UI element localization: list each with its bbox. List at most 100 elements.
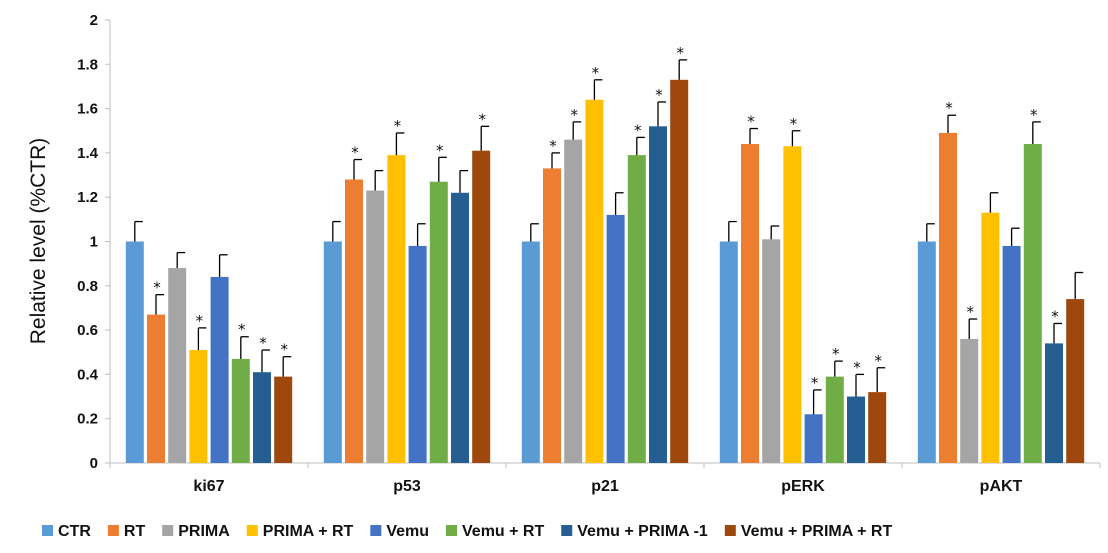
significance-marker: * bbox=[436, 141, 444, 159]
bar bbox=[323, 241, 342, 463]
bar bbox=[451, 192, 469, 463]
axes: 0 0.2 0.4 0.6 0.8 1 1.2 1.4 1.6 1.8 2 ki67 p53 p21 pER… bbox=[77, 12, 1101, 495]
bar bbox=[868, 392, 887, 463]
legend-swatch bbox=[42, 525, 53, 536]
x-category-label: ki67 bbox=[193, 478, 224, 495]
y-axis-title-group: Relative level (%CTR) bbox=[27, 138, 50, 345]
y-tick-label: 1.4 bbox=[77, 145, 99, 162]
legend-swatch bbox=[162, 525, 174, 536]
bar bbox=[472, 150, 491, 463]
legend-label: Vemu + PRIMA -1 bbox=[577, 523, 708, 540]
significance-marker: * bbox=[196, 312, 204, 330]
bar bbox=[1023, 144, 1042, 464]
legend: CTR RT PRIMA PRIMA + RT Vemu Vemu + RT Vemu + … bbox=[42, 523, 892, 540]
bar bbox=[408, 245, 427, 463]
bar bbox=[585, 99, 604, 464]
significance-marker: * bbox=[478, 110, 486, 128]
bar bbox=[939, 132, 957, 463]
legend-label: Vemu bbox=[386, 523, 429, 540]
significance-marker: * bbox=[1051, 307, 1059, 325]
y-tick-label: 2 bbox=[90, 12, 98, 29]
y-tick-label: 0.8 bbox=[77, 278, 98, 295]
bar bbox=[719, 241, 738, 463]
y-tick-label: 0.6 bbox=[77, 322, 98, 339]
legend-label: RT bbox=[124, 523, 146, 540]
significance-marker: * bbox=[874, 352, 882, 370]
significance-marker: * bbox=[655, 86, 663, 104]
bar bbox=[804, 414, 823, 463]
x-category-label: pAKT bbox=[980, 478, 1023, 495]
bar bbox=[627, 155, 646, 464]
bar bbox=[274, 376, 293, 463]
legend-swatch bbox=[246, 525, 258, 536]
bar bbox=[670, 79, 689, 464]
bar bbox=[741, 144, 759, 464]
bar bbox=[981, 212, 1000, 463]
bar bbox=[168, 268, 187, 463]
bar bbox=[825, 376, 844, 463]
bar bbox=[521, 241, 540, 463]
bar bbox=[917, 241, 936, 463]
bar bbox=[253, 372, 271, 463]
significance-marker: * bbox=[280, 341, 288, 359]
legend-swatch bbox=[561, 525, 573, 536]
significance-marker: * bbox=[549, 137, 557, 155]
legend-label: PRIMA bbox=[178, 523, 230, 540]
y-tick-label: 1.2 bbox=[77, 189, 98, 206]
y-axis-title: Relative level (%CTR) bbox=[27, 138, 50, 345]
bar bbox=[345, 179, 363, 464]
bar bbox=[1045, 343, 1063, 463]
legend-swatch bbox=[724, 525, 736, 536]
legend-swatch bbox=[446, 525, 457, 536]
significance-marker: * bbox=[394, 117, 402, 135]
bar bbox=[649, 126, 667, 463]
bar bbox=[1002, 245, 1021, 463]
significance-marker: * bbox=[238, 321, 246, 339]
x-category-label: pERK bbox=[781, 478, 825, 495]
significance-marker: * bbox=[351, 144, 359, 162]
y-tick-label: 0.4 bbox=[77, 366, 99, 383]
bar bbox=[543, 168, 561, 463]
bar bbox=[231, 358, 250, 463]
y-tick-label: 1.8 bbox=[77, 56, 98, 73]
bar bbox=[847, 396, 865, 463]
bars-layer: * * * * * * * * * * * * * * * * * * * * * * * * * bbox=[125, 44, 1085, 464]
legend-label: Vemu + RT bbox=[462, 523, 544, 540]
y-tick-label: 0.2 bbox=[77, 411, 98, 428]
significance-marker: * bbox=[853, 358, 861, 376]
significance-marker: * bbox=[1030, 106, 1038, 124]
significance-marker: * bbox=[811, 374, 819, 392]
bar bbox=[1066, 299, 1085, 463]
significance-marker: * bbox=[747, 113, 755, 131]
legend-label: CTR bbox=[58, 523, 91, 540]
significance-marker: * bbox=[966, 303, 974, 321]
significance-marker: * bbox=[790, 115, 798, 133]
legend-label: Vemu + PRIMA + RT bbox=[741, 523, 893, 540]
bar bbox=[564, 139, 583, 464]
bar bbox=[762, 239, 781, 463]
x-category-label: p21 bbox=[591, 478, 619, 495]
bar bbox=[783, 146, 802, 463]
bar bbox=[210, 276, 229, 463]
significance-marker: * bbox=[676, 44, 684, 62]
significance-marker: * bbox=[592, 64, 600, 82]
bar bbox=[366, 190, 385, 463]
significance-marker: * bbox=[634, 121, 642, 139]
bar bbox=[606, 214, 625, 463]
bar bbox=[147, 314, 165, 463]
bar bbox=[429, 181, 448, 463]
legend-label: PRIMA + RT bbox=[263, 523, 354, 540]
bar bbox=[125, 241, 144, 463]
bar bbox=[189, 350, 208, 463]
significance-marker: * bbox=[945, 99, 953, 117]
x-category-label: p53 bbox=[393, 478, 421, 495]
y-tick-label: 1 bbox=[90, 234, 98, 251]
significance-marker: * bbox=[259, 334, 267, 352]
y-tick-label: 0 bbox=[90, 455, 98, 472]
bar bbox=[387, 155, 406, 464]
y-tick-label: 1.6 bbox=[77, 101, 98, 118]
bar bbox=[960, 338, 979, 463]
legend-swatch bbox=[370, 525, 382, 536]
